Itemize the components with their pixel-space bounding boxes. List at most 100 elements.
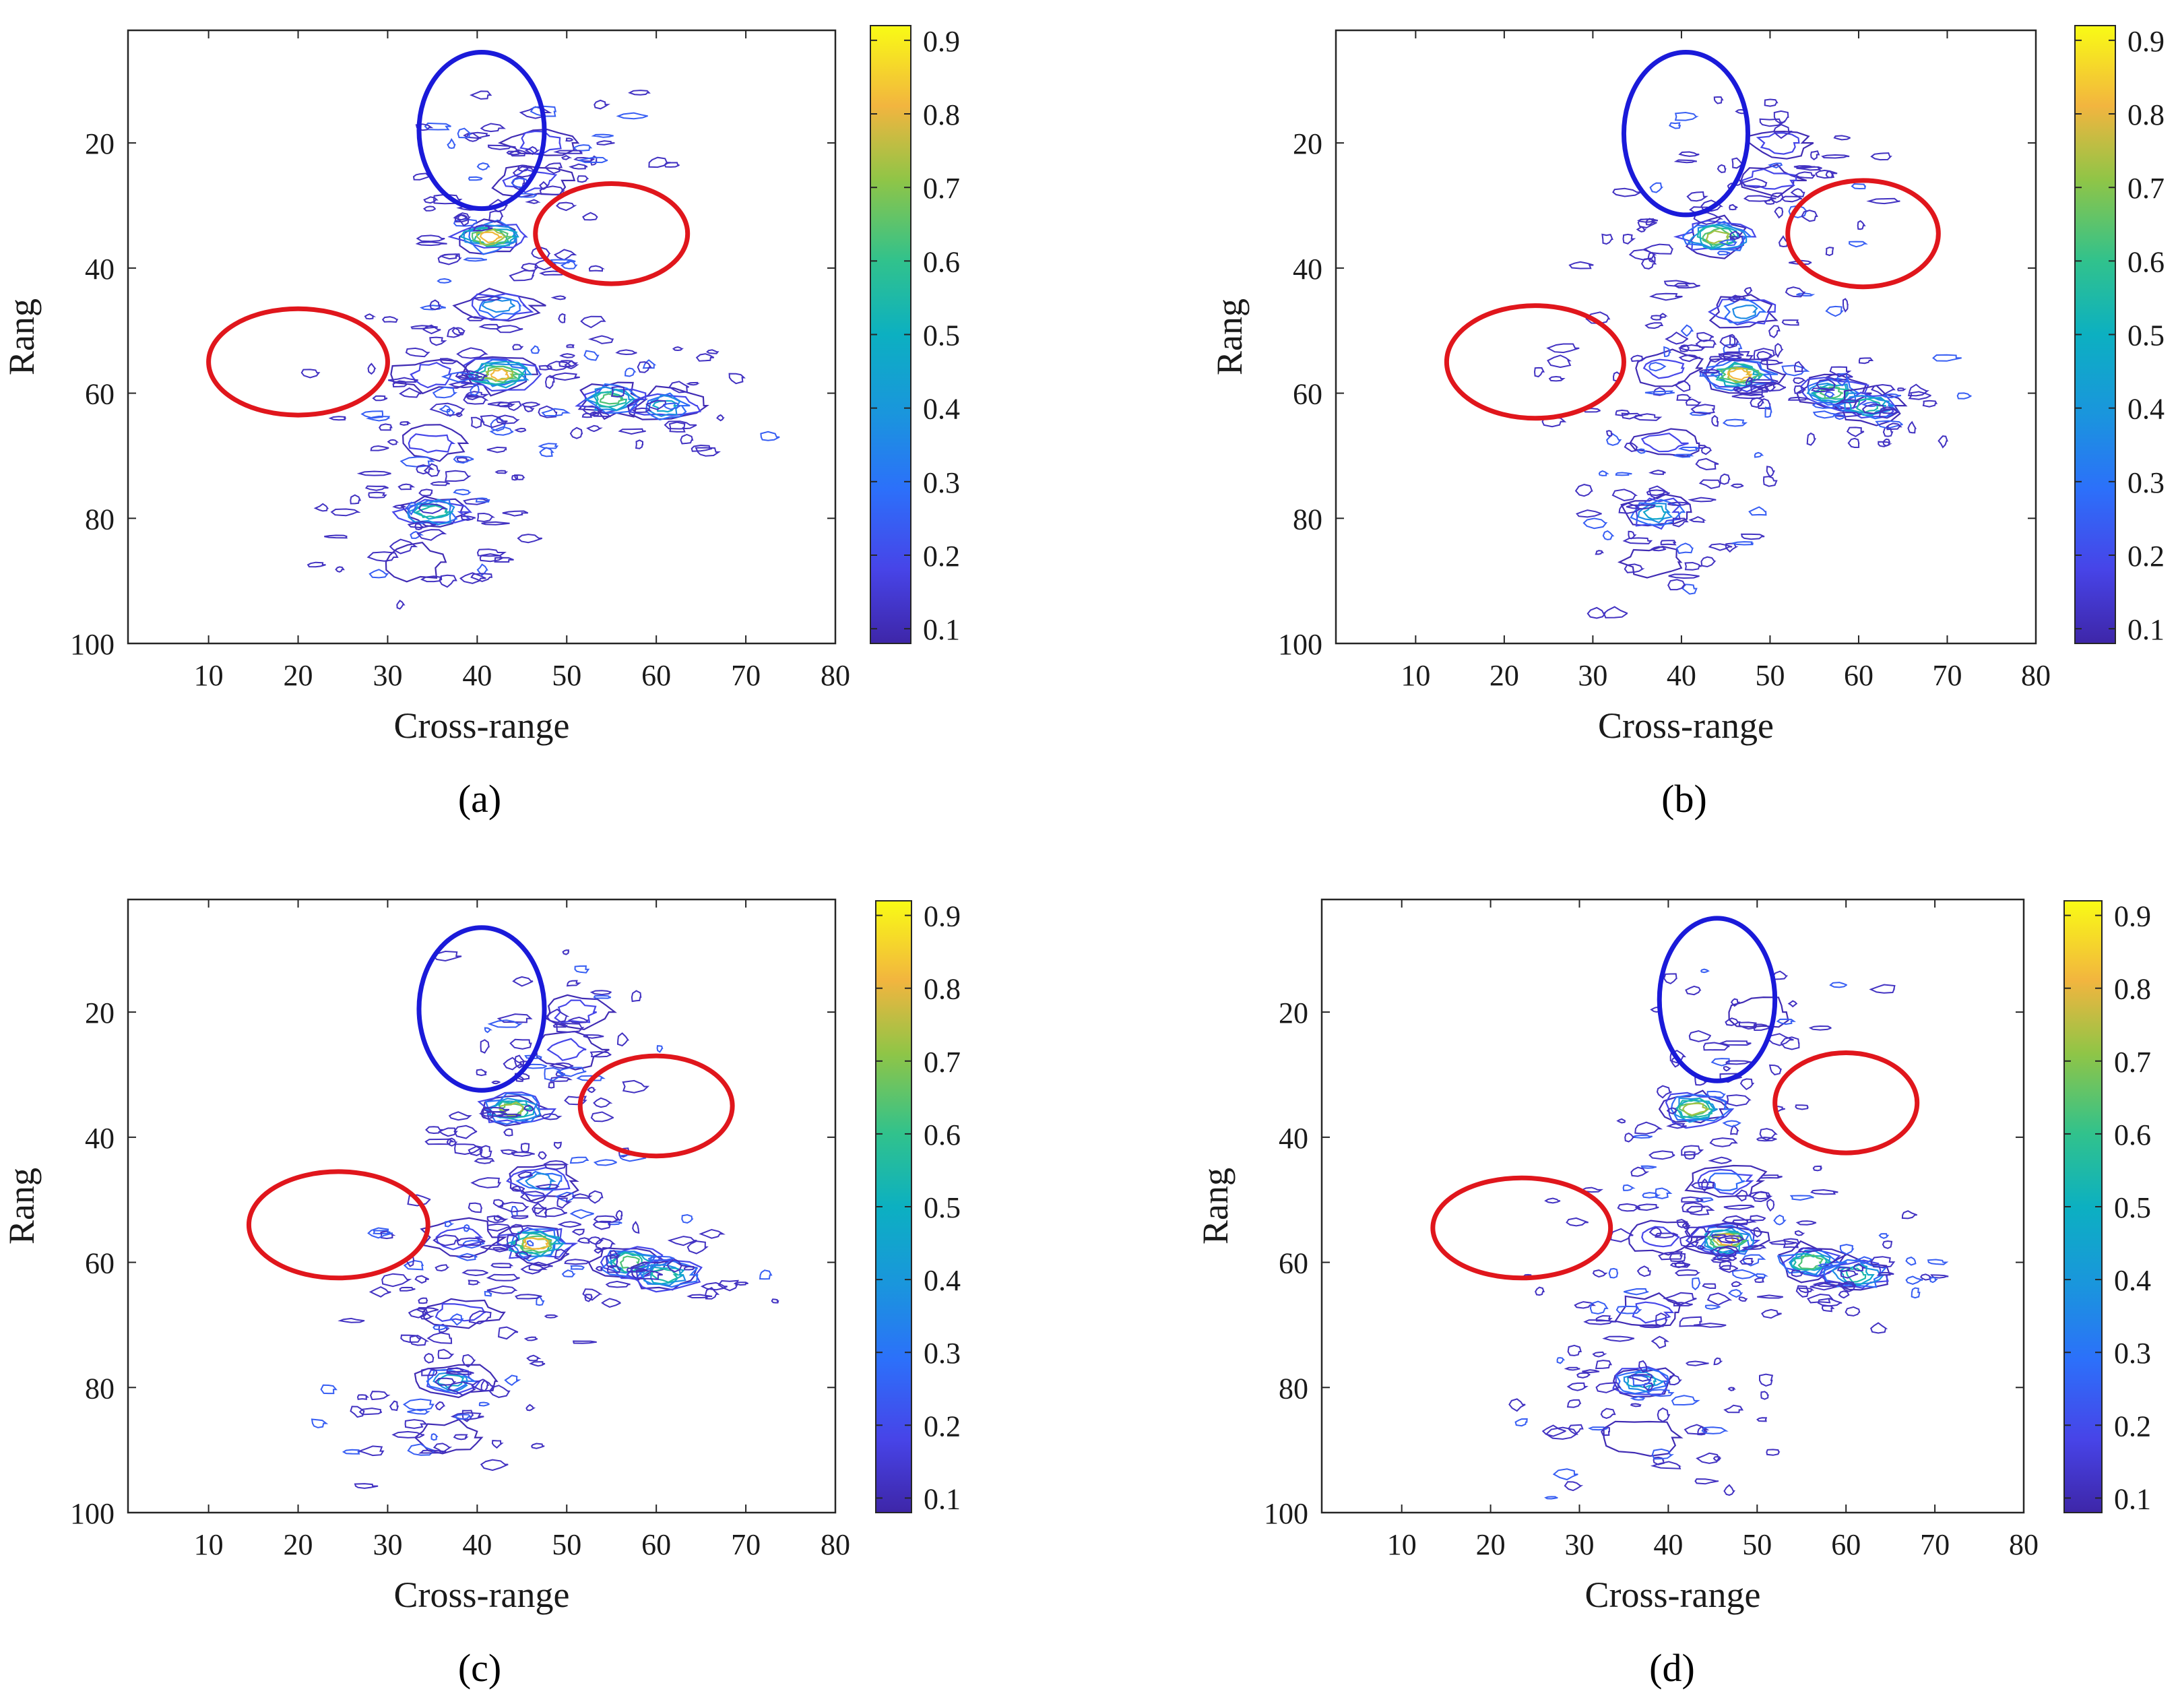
contour-line	[567, 1016, 589, 1023]
y-tick-label: 80	[85, 1372, 115, 1405]
contour-line	[1680, 324, 1694, 338]
contour-line	[681, 1213, 694, 1224]
contour-line	[686, 381, 700, 386]
contour-line	[645, 400, 667, 410]
contour-line	[596, 140, 615, 146]
contour-line	[399, 421, 412, 426]
colorbar-tick-label: 0.3	[2127, 466, 2165, 499]
panel-caption: (b)	[1661, 777, 1707, 821]
contour-line	[1701, 1426, 1729, 1434]
contour-line	[1546, 343, 1580, 354]
contour-line	[1547, 354, 1572, 369]
contour-line	[1754, 1277, 1765, 1284]
contour-line	[1636, 448, 1648, 454]
contour-line	[1580, 1187, 1604, 1193]
contour-line	[1843, 298, 1849, 313]
contour-line	[1793, 385, 1807, 394]
contour-line	[460, 515, 476, 521]
contour-line	[680, 433, 694, 445]
contour-line	[1776, 1248, 1847, 1277]
contour-line	[1897, 387, 1907, 391]
contour-line	[1723, 1404, 1744, 1414]
contour-line	[549, 1076, 573, 1082]
contour-line	[1907, 420, 1917, 434]
contour-line	[1812, 410, 1841, 419]
x-tick-label: 70	[1920, 1528, 1950, 1561]
x-tick-label: 50	[1755, 659, 1785, 692]
contour-line	[511, 474, 519, 481]
contour-line	[1858, 357, 1874, 365]
x-tick-label: 40	[1653, 1528, 1683, 1561]
contour-line	[1722, 1120, 1741, 1128]
contour-line	[554, 999, 598, 1023]
contour-line	[1760, 359, 1783, 366]
contour-line	[439, 574, 457, 588]
contour-line	[1708, 543, 1733, 551]
contour-line	[695, 447, 722, 457]
contour-line	[1797, 1254, 1824, 1270]
x-tick-label: 30	[1578, 659, 1607, 692]
contour-line	[559, 353, 575, 358]
contour-line	[380, 1230, 396, 1240]
contour-line	[1849, 241, 1868, 248]
contour-line	[632, 407, 652, 413]
contour-line	[1789, 1195, 1814, 1201]
contour-line	[1677, 344, 1706, 352]
contour-line	[1747, 1191, 1771, 1200]
contour-line	[1583, 1319, 1617, 1325]
contour-line	[429, 402, 466, 416]
contour-line	[454, 1143, 484, 1156]
contour-line	[350, 494, 362, 505]
contour-line	[381, 1273, 412, 1288]
contour-line	[468, 1202, 483, 1213]
contour-line	[1937, 435, 1948, 449]
contour-line	[1727, 1387, 1736, 1391]
contour-line	[535, 1184, 560, 1190]
contour-line	[416, 464, 435, 475]
contour-line	[571, 1193, 593, 1199]
contour-line	[1855, 398, 1882, 414]
contour-line	[1574, 1301, 1597, 1309]
contour-line	[1673, 282, 1700, 289]
contour-line	[498, 1326, 519, 1340]
contour-line	[463, 498, 489, 505]
contour-line	[589, 1050, 612, 1058]
contour-line	[1783, 1238, 1800, 1248]
contour-line	[1670, 1094, 1733, 1122]
x-tick-label: 60	[1844, 659, 1873, 692]
x-tick-label: 60	[641, 659, 671, 692]
contour-line	[430, 1433, 439, 1441]
contour-line	[1576, 1372, 1591, 1379]
contour-line	[1665, 331, 1689, 345]
contour-line	[1640, 1165, 1657, 1169]
contour-line	[1757, 398, 1771, 410]
contour-line	[569, 1209, 594, 1220]
contour-line	[1930, 1274, 1949, 1279]
colorbar-tick-label: 0.1	[2127, 613, 2165, 646]
contour-line	[1567, 1344, 1582, 1356]
contour-line	[1695, 457, 1719, 471]
contour-line	[1812, 386, 1850, 400]
contour-line	[539, 185, 566, 195]
contour-line	[496, 414, 520, 424]
contour-line	[450, 1412, 484, 1420]
contour-line	[626, 1267, 647, 1273]
contour-line	[595, 1237, 616, 1251]
contour-line	[1824, 391, 1835, 398]
contour-line	[441, 371, 474, 383]
red-ellipse-annotation	[1430, 1175, 1613, 1281]
contour-line	[422, 1298, 506, 1329]
contour-line	[1730, 998, 1741, 1007]
contour-line	[1582, 1369, 1600, 1374]
contour-line	[447, 326, 464, 338]
contour-line	[366, 551, 399, 562]
contour-line	[1650, 315, 1663, 321]
contour-line	[1829, 982, 1847, 988]
contour-line	[455, 370, 488, 381]
contour-line	[418, 1297, 428, 1304]
contour-line	[1707, 298, 1776, 325]
contour-line	[1701, 359, 1779, 391]
contour-line	[421, 1368, 438, 1377]
contour-line	[1712, 1456, 1722, 1462]
contour-line	[1714, 1222, 1741, 1228]
